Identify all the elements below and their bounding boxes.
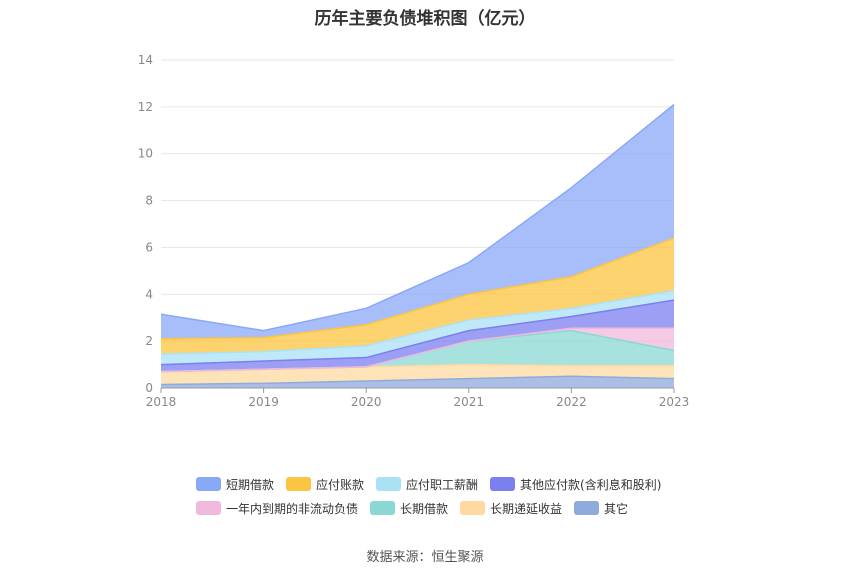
x-tick-label: 2020 <box>351 395 382 409</box>
legend-item[interactable]: 短期借款 <box>196 476 274 493</box>
legend-item[interactable]: 一年内到期的非流动负债 <box>196 500 358 517</box>
area-其它 <box>161 376 674 388</box>
legend-swatch <box>370 501 396 515</box>
x-tick-label: 2022 <box>556 395 587 409</box>
y-tick-label: 8 <box>145 194 153 208</box>
legend-swatch <box>196 477 221 491</box>
line-应付职工薪酬 <box>160 290 675 355</box>
area-一年内到期的非流动负债 <box>161 328 674 372</box>
y-tick-label: 12 <box>138 100 153 114</box>
legend-item[interactable]: 应付职工薪酬 <box>376 476 478 493</box>
chart-title: 历年主要负债堆积图（亿元） <box>314 9 536 29</box>
x-tick-label: 2019 <box>248 395 279 409</box>
y-tick-label: 6 <box>145 240 153 254</box>
line-其他应付款(含利息和股利) <box>160 299 675 366</box>
legend-label: 短期借款 <box>226 477 275 492</box>
line-应付账款 <box>160 237 675 340</box>
legend-label: 长期借款 <box>400 501 449 516</box>
legend-swatch <box>460 501 486 515</box>
legend-label: 其它 <box>604 501 629 516</box>
legend-swatch <box>574 501 600 515</box>
data-source: 数据来源：恒生聚源 <box>366 550 484 565</box>
area-应付职工薪酬 <box>161 290 674 365</box>
stacked-area-chart: 2018 2019 2020 2021 2022 2023 0 2 4 6 8 10 12 14 <box>138 53 690 409</box>
legend-item[interactable]: 长期借款 <box>370 500 448 517</box>
legend-row: 一年内到期的非流动负债 长期借款 长期递延收益 其它 <box>196 496 716 520</box>
legend-swatch <box>490 477 516 491</box>
legend-label: 应付账款 <box>316 477 365 492</box>
y-tick-label: 2 <box>145 334 153 348</box>
legend-item[interactable]: 应付账款 <box>286 476 364 493</box>
x-axis: 2018 2019 2020 2021 2022 2023 <box>146 387 690 409</box>
y-tick-label: 4 <box>145 287 153 301</box>
x-tick-label: 2021 <box>454 395 485 409</box>
line-一年内到期的非流动负债 <box>160 327 674 373</box>
legend-label: 应付职工薪酬 <box>406 477 479 492</box>
area-长期递延收益 <box>161 364 674 385</box>
legend-item[interactable]: 其它 <box>574 500 628 517</box>
legend-swatch <box>376 477 402 491</box>
line-短期借款 <box>160 103 675 332</box>
x-tick-label: 2018 <box>146 395 177 409</box>
legend-label: 其他应付款(含利息和股利) <box>520 477 662 492</box>
legend-swatch <box>196 501 221 515</box>
legend: 短期借款 应付账款 应付职工薪酬 其他应付款(含利息和股利) 一年内到期的非流动负债 长… <box>196 472 716 520</box>
area-series <box>161 104 674 388</box>
y-tick-label: 10 <box>138 147 153 161</box>
area-应付账款 <box>161 238 674 355</box>
area-短期借款 <box>161 104 674 339</box>
area-长期借款 <box>161 330 674 372</box>
y-axis: 0 2 4 6 8 10 12 14 <box>138 53 153 395</box>
legend-item[interactable]: 长期递延收益 <box>460 500 562 517</box>
area-其他应付款(含利息和股利) <box>161 300 674 372</box>
y-tick-label: 0 <box>145 381 153 395</box>
legend-label: 长期递延收益 <box>490 501 563 516</box>
line-其它 <box>160 375 675 386</box>
x-tick-label: 2023 <box>659 395 690 409</box>
legend-item[interactable]: 其他应付款(含利息和股利) <box>490 476 661 493</box>
series-lines <box>160 103 675 386</box>
legend-row: 短期借款 应付账款 应付职工薪酬 其他应付款(含利息和股利) <box>196 472 716 496</box>
legend-label: 一年内到期的非流动负债 <box>226 501 359 516</box>
legend-swatch <box>286 477 312 491</box>
y-tick-label: 14 <box>138 53 153 67</box>
